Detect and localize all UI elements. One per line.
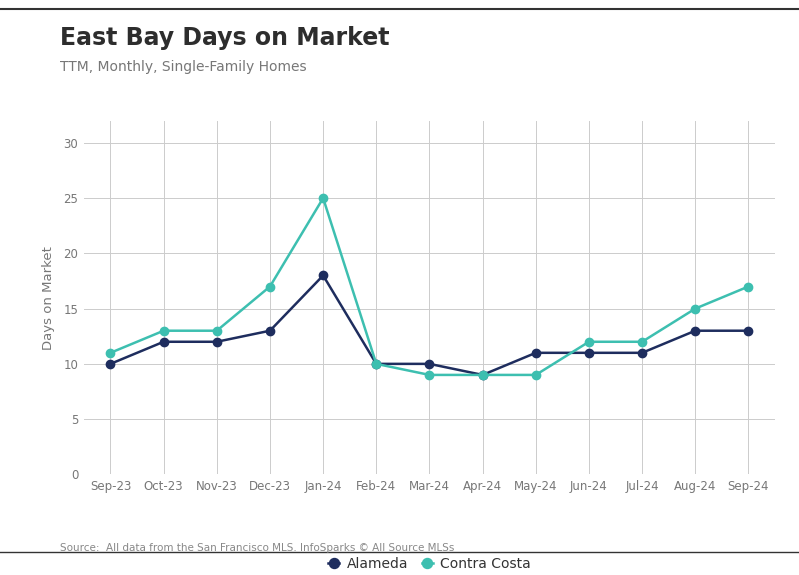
Contra Costa (425, 371, 435, 378)
Line: Alameda: Alameda (106, 271, 753, 379)
Contra Costa (105, 350, 115, 356)
Text: Source:  All data from the San Francisco MLS. InfoSparks © All Source MLSs: Source: All data from the San Francisco … (60, 543, 455, 553)
Alameda (318, 272, 328, 279)
Contra Costa (159, 327, 169, 334)
Alameda (584, 350, 594, 356)
Legend: Alameda, Contra Costa: Alameda, Contra Costa (323, 552, 536, 575)
Text: TTM, Monthly, Single-Family Homes: TTM, Monthly, Single-Family Homes (60, 60, 307, 74)
Alameda (425, 361, 435, 367)
Alameda (690, 327, 700, 334)
Alameda (531, 350, 541, 356)
Alameda (478, 371, 487, 378)
Alameda (638, 350, 647, 356)
Y-axis label: Days on Market: Days on Market (42, 246, 55, 350)
Contra Costa (638, 338, 647, 345)
Alameda (159, 338, 169, 345)
Contra Costa (318, 195, 328, 202)
Contra Costa (690, 305, 700, 312)
Line: Contra Costa: Contra Costa (106, 194, 753, 379)
Alameda (105, 361, 115, 367)
Contra Costa (478, 371, 487, 378)
Alameda (265, 327, 275, 334)
Text: East Bay Days on Market: East Bay Days on Market (60, 26, 389, 50)
Alameda (212, 338, 221, 345)
Contra Costa (212, 327, 221, 334)
Alameda (744, 327, 753, 334)
Contra Costa (372, 361, 381, 367)
Alameda (372, 361, 381, 367)
Contra Costa (584, 338, 594, 345)
Contra Costa (531, 371, 541, 378)
Contra Costa (265, 283, 275, 290)
Contra Costa (744, 283, 753, 290)
